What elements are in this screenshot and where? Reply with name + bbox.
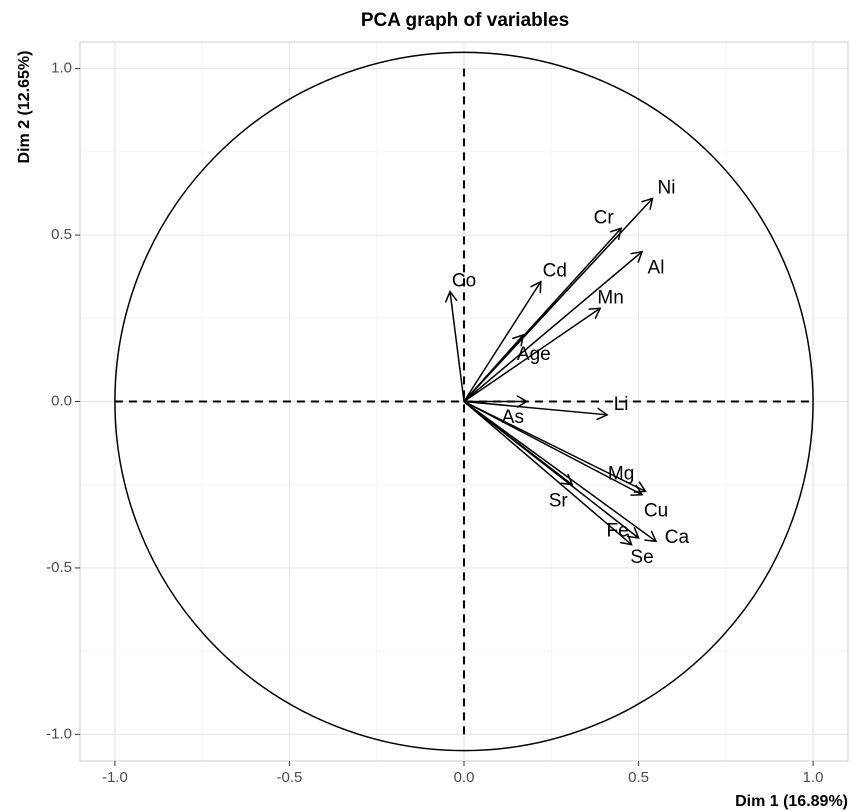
variable-label-co: Co (452, 271, 476, 292)
variable-arrow-li (463, 400, 609, 421)
variable-arrow-ca (463, 400, 658, 543)
variable-arrow-mg (463, 400, 647, 493)
arrow-head-mg (633, 481, 647, 493)
variable-arrow-cu (463, 400, 644, 496)
arrow-shaft-cu (463, 400, 643, 496)
variable-label-sr: Sr (549, 490, 569, 511)
x-tick-label: 1.0 (803, 769, 824, 786)
arrow-head-se (626, 527, 640, 539)
arrow-head-fe (619, 533, 633, 546)
y-tick-label: 0.5 (51, 226, 72, 243)
variable-label-al: Al (648, 257, 665, 278)
arrow-head-co (445, 290, 458, 303)
variable-label-cu: Cu (644, 500, 668, 521)
variable-label-mn: Mn (597, 287, 623, 308)
x-axis-ticks: -1.0 -0.5 0.0 0.5 1.0 (102, 761, 824, 786)
arrow-shaft-cd (463, 281, 542, 402)
arrow-head-age (512, 333, 525, 347)
arrow-head-al (630, 250, 644, 263)
arrow-shaft-se (463, 400, 640, 539)
arrow-shaft-age (463, 334, 524, 402)
y-tick-label: 0.0 (51, 392, 72, 409)
arrow-head-ni (641, 197, 654, 210)
y-tick-label: -0.5 (46, 559, 72, 576)
y-tick-label: 1.0 (51, 60, 72, 77)
variable-arrow-mn (463, 307, 602, 403)
variable-labels: Ni Cr Al Cd Mn Co Age Li As Mg Cu Sr Fe Ca Se (452, 177, 690, 567)
variable-label-cd: Cd (543, 261, 567, 282)
variable-label-as: As (502, 407, 524, 428)
chart-title: PCA graph of variables (361, 10, 569, 31)
y-axis-ticks: -1.0 -0.5 0.0 0.5 1.0 (46, 60, 80, 742)
variable-arrow-as (464, 395, 529, 408)
x-axis-title: Dim 1 (16.89%) (735, 793, 848, 810)
variable-label-age: Age (517, 344, 551, 365)
x-tick-label: 0.5 (628, 769, 649, 786)
arrow-head-li (596, 407, 609, 421)
arrow-head-mn (588, 307, 602, 319)
variable-label-ca: Ca (665, 527, 690, 548)
arrow-shaft-fe (463, 400, 633, 546)
arrow-shaft-ca (463, 400, 657, 542)
variable-arrow-cd (463, 280, 542, 402)
variable-label-se: Se (630, 547, 653, 568)
arrow-shaft-mn (463, 307, 601, 403)
arrow-shaft-co (449, 291, 465, 402)
arrow-head-as (516, 395, 529, 408)
arrow-head-ca (644, 530, 658, 543)
x-tick-label: -1.0 (102, 769, 128, 786)
variable-label-li: Li (614, 394, 629, 415)
arrow-head-cr (609, 227, 623, 240)
variable-arrow-al (463, 250, 644, 403)
variable-arrow-se (463, 400, 640, 539)
variable-arrows (445, 197, 658, 546)
variable-arrow-age (463, 333, 525, 402)
variable-arrow-fe (463, 400, 633, 546)
arrow-shaft-mg (463, 400, 646, 493)
arrow-shaft-li (463, 400, 608, 416)
variable-label-ni: Ni (657, 177, 675, 198)
variable-label-mg: Mg (608, 464, 634, 485)
variable-label-fe: Fe (607, 520, 629, 541)
arrow-shaft-al (463, 251, 643, 403)
x-tick-label: 0.0 (454, 769, 475, 786)
y-axis-title: Dim 2 (12.65%) (16, 51, 33, 164)
variable-label-cr: Cr (594, 207, 615, 228)
variable-arrow-co (445, 290, 465, 402)
arrow-head-cd (530, 280, 542, 294)
arrow-head-cu (630, 484, 644, 496)
y-tick-label: -1.0 (46, 725, 72, 742)
x-tick-label: -0.5 (277, 769, 303, 786)
